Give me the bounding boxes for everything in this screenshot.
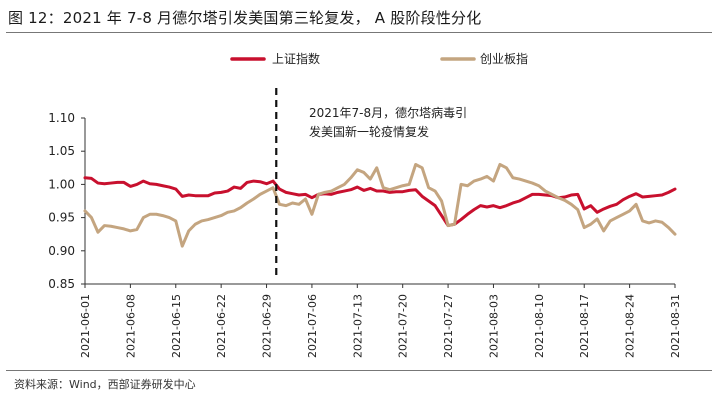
x-tick-label: 2021-06-22 — [215, 294, 228, 358]
y-tick-label: 0.95 — [48, 211, 75, 225]
x-tick-label: 2021-06-29 — [261, 294, 274, 358]
series-line-0 — [83, 176, 677, 228]
annotation-text: 2021年7-8月，德尔塔病毒引 — [309, 105, 467, 120]
x-tick-label: 2021-07-20 — [397, 294, 410, 358]
annotation-text: 发美国新一轮疫情复发 — [309, 124, 429, 139]
y-tick-label: 1.10 — [48, 111, 75, 125]
x-tick-label: 2021-08-17 — [578, 294, 591, 358]
x-tick-label: 2021-07-06 — [306, 294, 319, 358]
bottom-rule — [6, 370, 712, 371]
y-tick-label: 1.05 — [48, 144, 75, 158]
x-tick-label: 2021-07-13 — [351, 294, 364, 358]
series-line-1 — [83, 162, 677, 248]
figure-title: 图 12：2021 年 7-8 月德尔塔引发美国第三轮复发， A 股阶段性分化 — [8, 9, 482, 27]
x-tick-label: 2021-06-15 — [170, 294, 183, 358]
y-tick-label: 0.85 — [48, 277, 75, 291]
legend-label-0: 上证指数 — [272, 51, 320, 66]
x-tick-label: 2021-07-27 — [442, 294, 455, 358]
series-layer — [83, 162, 677, 248]
y-axis: 1.10 1.05 1.00 0.95 0.90 0.85 — [48, 111, 86, 291]
x-tick-label: 2021-06-01 — [79, 294, 92, 358]
x-tick-label: 2021-06-08 — [124, 294, 137, 358]
x-tick-label: 2021-08-31 — [669, 294, 682, 358]
y-tick-label: 1.00 — [48, 177, 75, 191]
legend: 上证指数 创业板指 — [230, 51, 528, 66]
y-tick-label: 0.90 — [48, 244, 75, 258]
x-tick-label: 2021-08-03 — [487, 294, 500, 358]
top-rule — [6, 32, 712, 33]
x-tick-label: 2021-08-24 — [624, 294, 637, 358]
legend-label-1: 创业板指 — [480, 51, 528, 66]
source-note: 资料来源：Wind，西部证券研发中心 — [14, 378, 196, 391]
x-tick-label: 2021-08-10 — [533, 294, 546, 358]
x-axis: 2021-06-01 2021-06-08 2021-06-15 2021-06-22… — [79, 283, 682, 358]
